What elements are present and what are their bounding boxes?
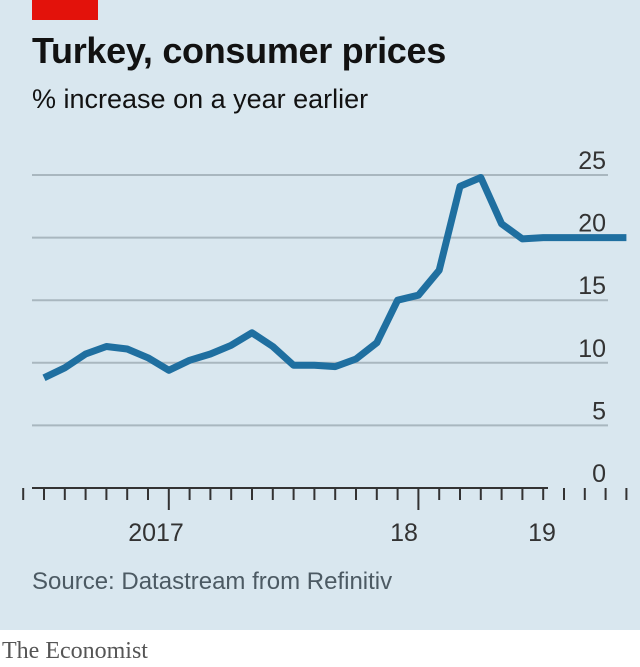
source-note: Source: Datastream from Refinitiv (32, 568, 393, 595)
y-tick-label-20: 20 (578, 210, 606, 238)
y-tick-label-10: 10 (578, 335, 606, 363)
chart-title: Turkey, consumer prices (32, 30, 446, 71)
chart-panel (0, 0, 640, 630)
publisher-name: The Economist (2, 638, 148, 664)
x-tick-label-18: 18 (390, 519, 418, 547)
y-tick-label-0: 0 (592, 460, 606, 488)
y-tick-label-5: 5 (592, 397, 606, 425)
series-line-0 (42, 174, 627, 381)
x-tick-label-2017: 2017 (128, 519, 184, 547)
y-tick-label-25: 25 (578, 147, 606, 175)
x-tick-label-19: 19 (528, 519, 556, 547)
chart-subtitle: % increase on a year earlier (32, 84, 369, 114)
brand-tag (32, 0, 98, 20)
line-chart: 0 5 10 15 20 25 2017 18 19 (22, 147, 628, 547)
y-tick-label-15: 15 (578, 272, 606, 300)
